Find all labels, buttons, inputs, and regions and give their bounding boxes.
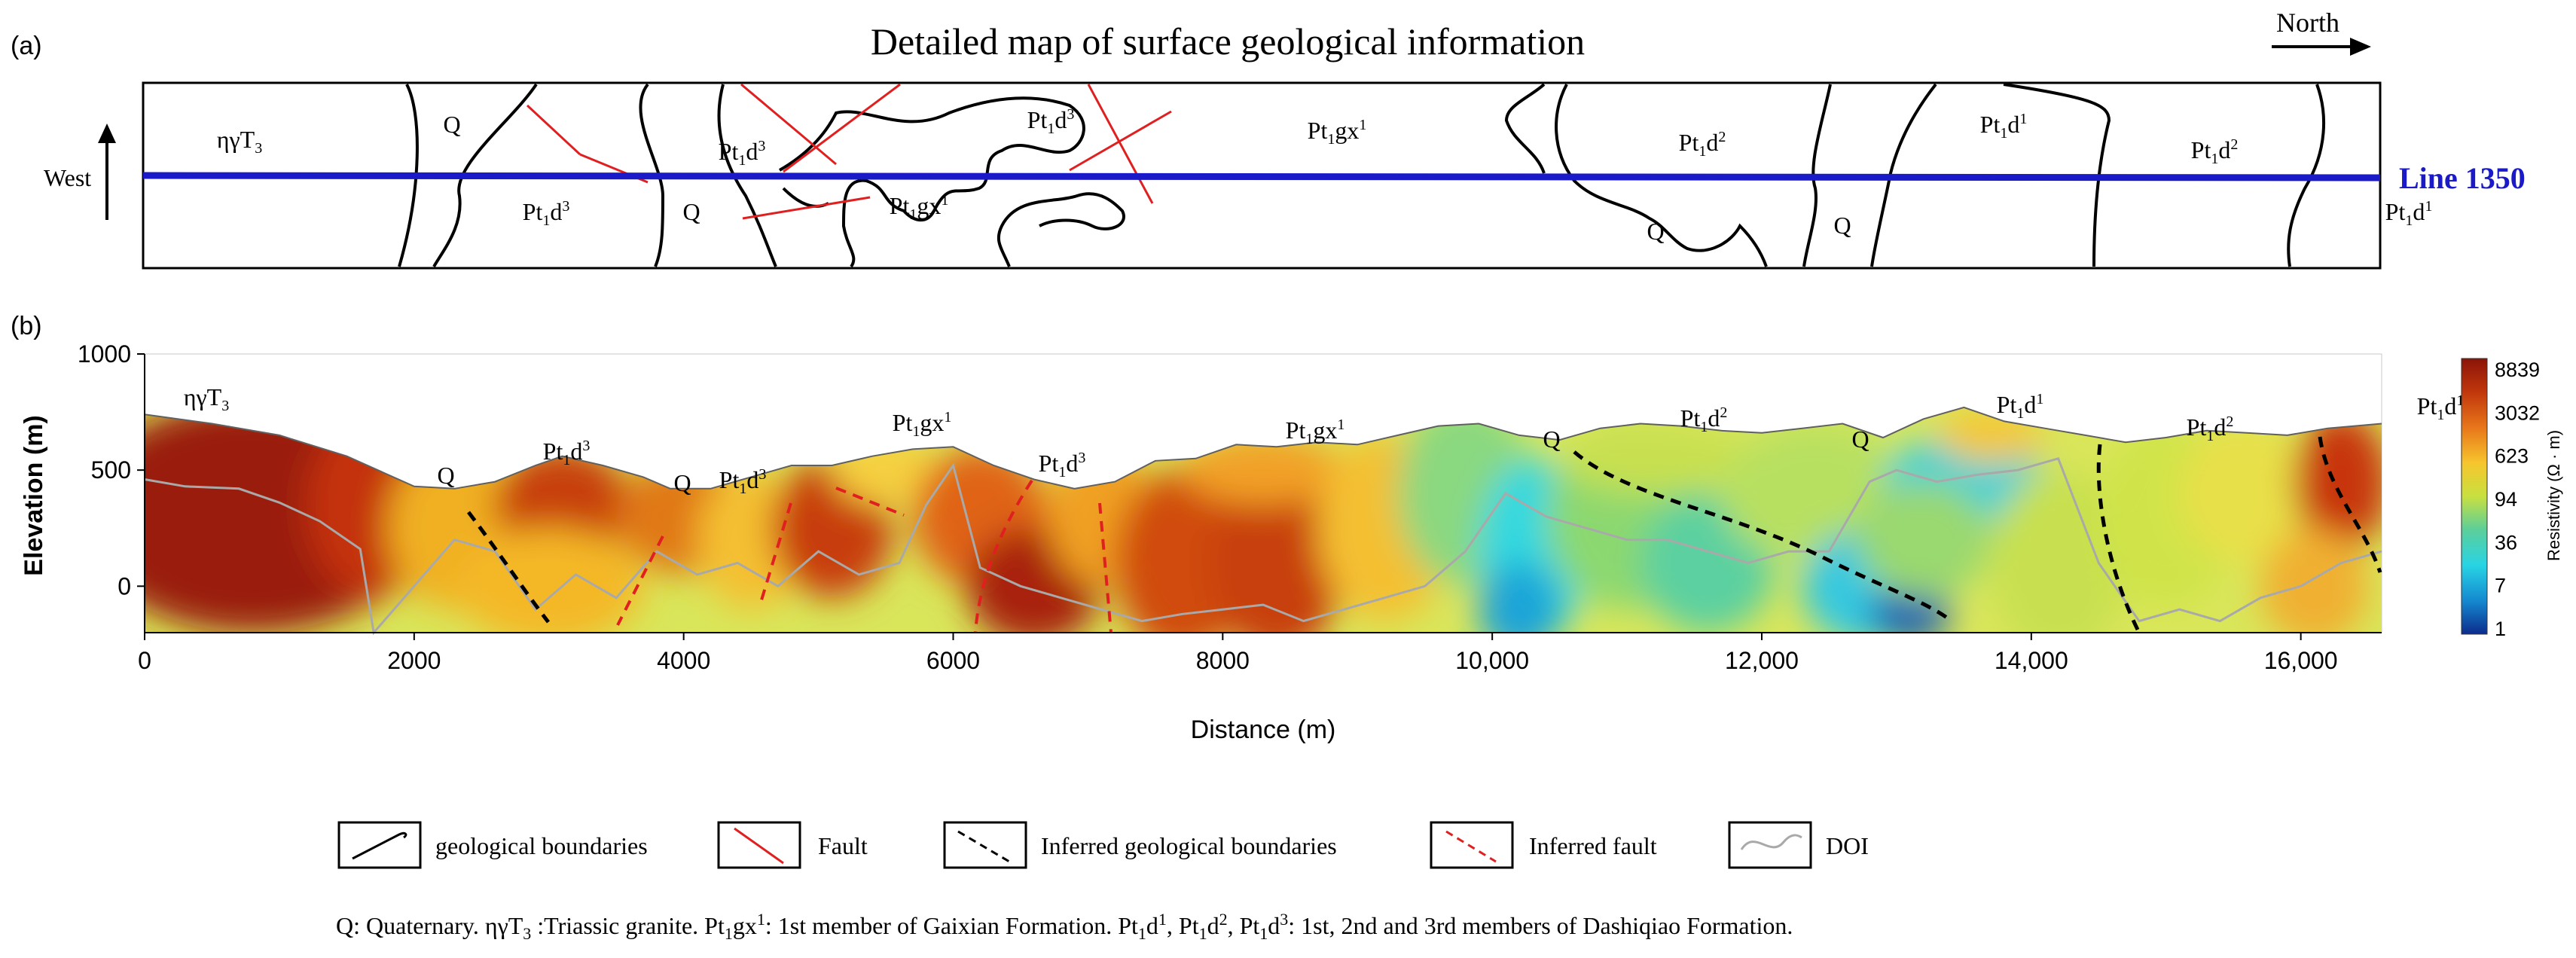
legend-label-boundaries: geological boundaries [435, 832, 648, 859]
profile-line [142, 172, 2381, 182]
map-unit-label: Pt1gx1 [1308, 117, 1367, 148]
colorbar-tick-label: 36 [2495, 531, 2517, 554]
map-unit-label: ηγT3 [217, 126, 262, 157]
map-unit-label: Q [443, 111, 460, 138]
x-tick-label: 6000 [926, 647, 980, 674]
map-unit-label: Q [1833, 212, 1851, 239]
x-tick-label: 10,000 [1455, 647, 1529, 674]
map-unit-label: Pt1d3 [719, 138, 766, 169]
section-unit-label: Q [1543, 426, 1560, 453]
colorbar-tick-label: 7 [2495, 575, 2506, 597]
north-label: North [2276, 8, 2339, 38]
section-unit-label: Pt1d2 [1680, 404, 1728, 435]
resistivity-cell [1991, 470, 2126, 633]
panel-a-tag: (a) [11, 32, 42, 60]
inferred-boundaries [467, 436, 2382, 634]
section-unit-label: Pt1d1 [2417, 392, 2465, 423]
section-unit-label: Pt1d2 [2187, 413, 2234, 444]
resistivity-cell [1856, 481, 1992, 598]
section-unit-label: ηγT3 [184, 383, 229, 414]
map-unit-label: Pt1d2 [2191, 136, 2239, 167]
legend-label-fault: Fault [818, 832, 868, 859]
section-axes: 0 2000 4000 6000 8000 10,000 12,000 14,000 16,00… [78, 340, 2382, 674]
resistivity-cell [454, 528, 643, 633]
colorbar [2461, 358, 2488, 635]
west-label: West [44, 164, 91, 191]
map-unit-label: Pt1gx1 [890, 192, 949, 223]
y-tick-label: 0 [118, 572, 131, 600]
inferred-faults [616, 479, 1113, 633]
resistivity-cell [1182, 435, 1344, 505]
y-axis-title: Elevation (m) [20, 415, 48, 575]
colorbar-tick-label: 1 [2495, 618, 2506, 640]
x-tick-label: 14,000 [1995, 647, 2068, 674]
topography-line [144, 406, 2382, 490]
map-unit-label: Q [1647, 218, 1664, 245]
north-arrow-icon [2272, 38, 2371, 56]
section-unit-label: Pt1d1 [1997, 391, 2044, 422]
resistivity-cell [1479, 563, 1560, 633]
legend-label-doi: DOI [1826, 832, 1869, 859]
section-unit-label: Q [1851, 426, 1869, 453]
map-title: Detailed map of surface geological infor… [871, 20, 1585, 63]
x-tick-label: 4000 [657, 647, 710, 674]
resistivity-cell [2179, 423, 2315, 563]
resistivity-cell [1209, 470, 1344, 633]
panel-b-tag: (b) [11, 312, 42, 340]
x-tick-label: 2000 [387, 647, 441, 674]
west-arrow-icon [98, 124, 116, 220]
x-tick-label: 8000 [1196, 647, 1250, 674]
section-unit-label: Pt1gx1 [893, 409, 952, 440]
x-tick-label: 16,000 [2264, 647, 2338, 674]
map-unit-label: Pt1d2 [1679, 129, 1726, 160]
legend-label-inferred-fault: Inferred fault [1529, 832, 1657, 859]
legend-label-inferred-boundaries: Inferred geological boundaries [1041, 832, 1337, 859]
resistivity-section [145, 407, 2382, 633]
section-unit-label: Q [437, 462, 454, 489]
section-unit-label: Pt1d3 [543, 438, 591, 468]
figure-caption: Q: Quaternary. ηγT3​ :Triassic granite. … [336, 910, 1793, 943]
colorbar-tick-label: 8839 [2495, 358, 2540, 381]
colorbar-tick-label: 3032 [2495, 401, 2540, 424]
resistivity-cell [2294, 412, 2382, 552]
colorbar-tick-label: 94 [2495, 488, 2517, 511]
map-unit-label: Pt1d1 [1980, 111, 2028, 142]
map-unit-label: Pt1d3 [523, 198, 570, 229]
x-tick-label: 12,000 [1725, 647, 1799, 674]
map-unit-label: Pt1d1 [2385, 198, 2433, 229]
map-unit-labels: ηγT3 Q Pt1d3 Pt1d3 Q Pt1d3 Pt1gx1 Pt1gx1 Pt1d2 Q Q… [217, 106, 2433, 245]
profile-line-label: Line 1350 [2399, 161, 2526, 195]
colorbar-ticks: 8839 3032 623 94 36 7 1 [2495, 358, 2540, 640]
x-axis-title: Distance (m) [1191, 715, 1336, 744]
colorbar-tick-label: 623 [2495, 445, 2529, 468]
section-unit-label: Pt1gx1 [1286, 416, 1345, 447]
y-tick-label: 500 [91, 456, 131, 484]
section-unit-labels: ηγT3 Q Pt1d3 Q Pt1d3 Pt1gx1 Pt1d3 Pt1gx1 Q Pt1d2 Q… [184, 383, 2465, 497]
x-tick-label: 0 [138, 647, 151, 674]
y-tick-label: 1000 [78, 340, 131, 368]
resistivity-cell [1559, 423, 1749, 493]
section-unit-label: Q [673, 469, 691, 496]
legend: geological boundaries Fault Inferred geo… [337, 821, 1869, 869]
section-unit-label: Pt1d3 [1039, 450, 1086, 481]
map-unit-label: Q [682, 198, 700, 225]
faults [526, 83, 1172, 220]
map-unit-label: Pt1d3 [1027, 106, 1075, 137]
doi-line [144, 456, 2382, 636]
resistivity-cell [2260, 528, 2369, 633]
resistivity-cell [1869, 586, 1951, 633]
colorbar-label: Resistivity (Ω · m) [2544, 430, 2563, 561]
section-unit-label: Pt1d3 [719, 466, 767, 497]
